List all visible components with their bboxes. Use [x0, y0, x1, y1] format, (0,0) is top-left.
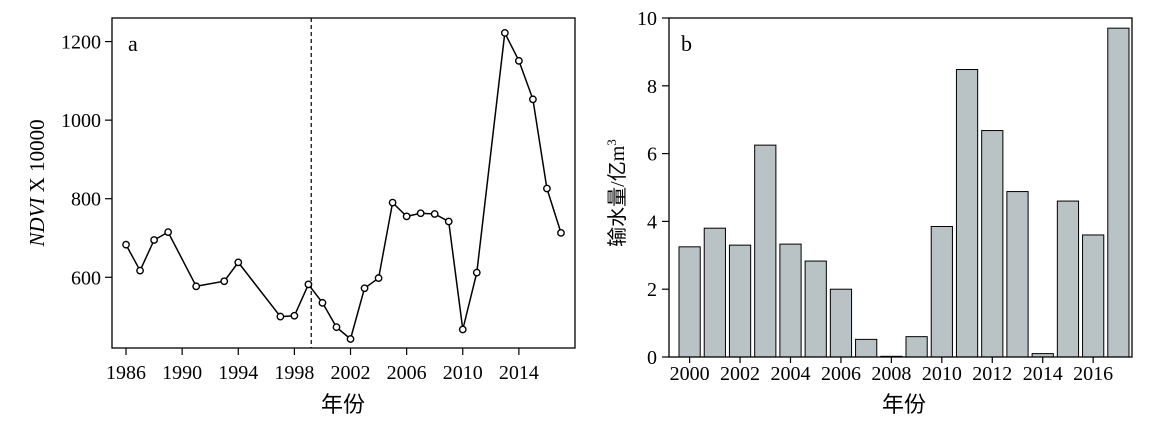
- panel-b-bar: [855, 338, 878, 358]
- panel-a-label: a: [128, 31, 138, 56]
- panel-b-x-tick-label: 2004: [771, 363, 811, 385]
- panel-a-data-point: [529, 95, 537, 104]
- panel-a-x-tick-label: 2006: [387, 362, 427, 384]
- panel-a-y-axis-title-rest: X 10000: [25, 119, 49, 197]
- panel-a-data-point: [220, 277, 229, 286]
- panel-b-bar: [1006, 191, 1029, 358]
- panel-b-plot-frame: [668, 17, 1133, 358]
- panel-b-x-tick-label: 2016: [1073, 363, 1113, 385]
- panel-b-y-tick-label: 6: [647, 144, 657, 166]
- panel-a-x-tick-label: 1990: [162, 362, 202, 384]
- panel-b-y-tick-label: 8: [647, 76, 657, 98]
- panel-a-data-point: [543, 184, 551, 193]
- panel-a-plot-frame: [111, 17, 576, 349]
- panel-a-data-point: [318, 298, 327, 307]
- panel-a-data-point: [332, 323, 341, 332]
- panel-b-bar: [930, 225, 953, 358]
- panel-a-data-point: [360, 284, 369, 293]
- panel-a-x-axis-title: 年份: [321, 392, 365, 417]
- panel-b-x-axis-title: 年份: [882, 392, 926, 417]
- panel-a-line-chart: a 年份 NDVI X 10000 1986 1990 1994 1998 2002 20…: [25, 17, 576, 417]
- panel-a-data-point: [164, 228, 173, 237]
- panel-b-bar: [754, 144, 777, 358]
- panel-b-ticks: 0 2 4 6 8 10 2000 2002 2004 2006 2008 2010 2012 2014 2…: [637, 8, 1113, 385]
- panel-a-x-tick-label: 2010: [443, 362, 483, 384]
- panel-a-data-point: [402, 212, 411, 221]
- panel-b-x-tick-label: 2014: [1023, 363, 1063, 385]
- panel-b-x-tick-label: 2006: [821, 363, 861, 385]
- panel-a-x-tick-label: 1998: [274, 362, 314, 384]
- panel-a-data-point: [416, 209, 425, 218]
- panel-a-data-point: [500, 29, 509, 37]
- panel-a-data-point: [374, 274, 383, 282]
- panel-b-y-axis-title: 输水量/亿m3: [604, 139, 629, 247]
- panel-a-y-tick-label: 600: [71, 267, 101, 289]
- panel-b-bar: [728, 244, 752, 358]
- panel-b-y-tick-label: 10: [637, 8, 657, 30]
- panel-a-data-point: [472, 268, 481, 277]
- panel-a-x-tick-label: 2014: [499, 362, 539, 384]
- panel-b-bar: [955, 69, 979, 358]
- panel-a-data-point: [430, 210, 439, 218]
- panel-a-data-point: [514, 56, 523, 65]
- panel-b-bar: [1107, 27, 1130, 358]
- panel-a-data-point: [122, 240, 130, 249]
- panel-a-marks: [122, 18, 565, 348]
- panel-b-bar: [829, 288, 853, 358]
- panel-a-data-point: [192, 282, 201, 291]
- panel-b-label: b: [681, 31, 692, 56]
- panel-b-y-axis-title-sup: 3: [604, 139, 619, 146]
- panel-b-bar: [1082, 234, 1105, 358]
- panel-b-x-tick-label: 2002: [720, 363, 760, 385]
- panel-a-data-point: [444, 217, 453, 226]
- panel-b-y-axis-title-main: 输水量/亿m: [606, 145, 629, 247]
- panel-b-x-tick-label: 2012: [972, 363, 1012, 385]
- panel-a-ticks: 1986 1990 1994 1998 2002 2006 2010 2014 600 800 10…: [61, 32, 539, 384]
- panel-b-bar-chart: 0 2 4 6 8 10 2000 2002 2004 2006 2008 2010 2012 2014 2…: [604, 8, 1133, 417]
- panel-b-bar: [1056, 200, 1080, 358]
- panel-b-y-tick-label: 0: [647, 347, 657, 369]
- panel-b-bar: [703, 227, 726, 358]
- panel-a-data-point: [346, 335, 355, 343]
- panel-a-data-point: [136, 266, 144, 275]
- panel-b-bar: [981, 130, 1004, 358]
- panel-b-bar: [905, 336, 928, 358]
- panel-b-bar: [804, 260, 827, 358]
- panel-a-x-tick-label: 2002: [331, 362, 371, 384]
- panel-b-marks: [678, 27, 1130, 358]
- panel-a-data-point: [304, 280, 313, 289]
- panel-a-x-tick-label: 1994: [218, 362, 258, 384]
- panel-a-y-axis-title-italic: NDVI: [25, 197, 49, 248]
- panel-b-y-tick-label: 2: [647, 279, 657, 301]
- panel-b-y-tick-label: 4: [647, 211, 657, 233]
- panel-a-y-tick-label: 1200: [61, 32, 101, 54]
- panel-a-data-point: [276, 312, 285, 321]
- panel-a-data-point: [557, 228, 565, 237]
- panel-a-data-point: [458, 325, 467, 334]
- panel-b-bar: [779, 243, 802, 358]
- panel-a-series-line: [125, 30, 562, 341]
- panel-b-x-tick-label: 2000: [670, 363, 710, 385]
- panel-b-x-tick-label: 2010: [922, 363, 962, 385]
- panel-a-x-tick-label: 1986: [106, 362, 146, 384]
- panel-a-y-tick-label: 800: [71, 189, 101, 211]
- panel-a-data-point: [150, 236, 158, 244]
- panel-b-bar: [678, 246, 701, 358]
- panel-a-data-point: [290, 311, 299, 320]
- panel-a-data-point: [388, 198, 397, 207]
- panel-a-y-axis-title: NDVI X 10000: [25, 119, 49, 247]
- panel-b-x-tick-label: 2008: [871, 363, 911, 385]
- panel-a-data-point: [234, 258, 243, 267]
- panel-a-y-tick-label: 1000: [61, 110, 101, 132]
